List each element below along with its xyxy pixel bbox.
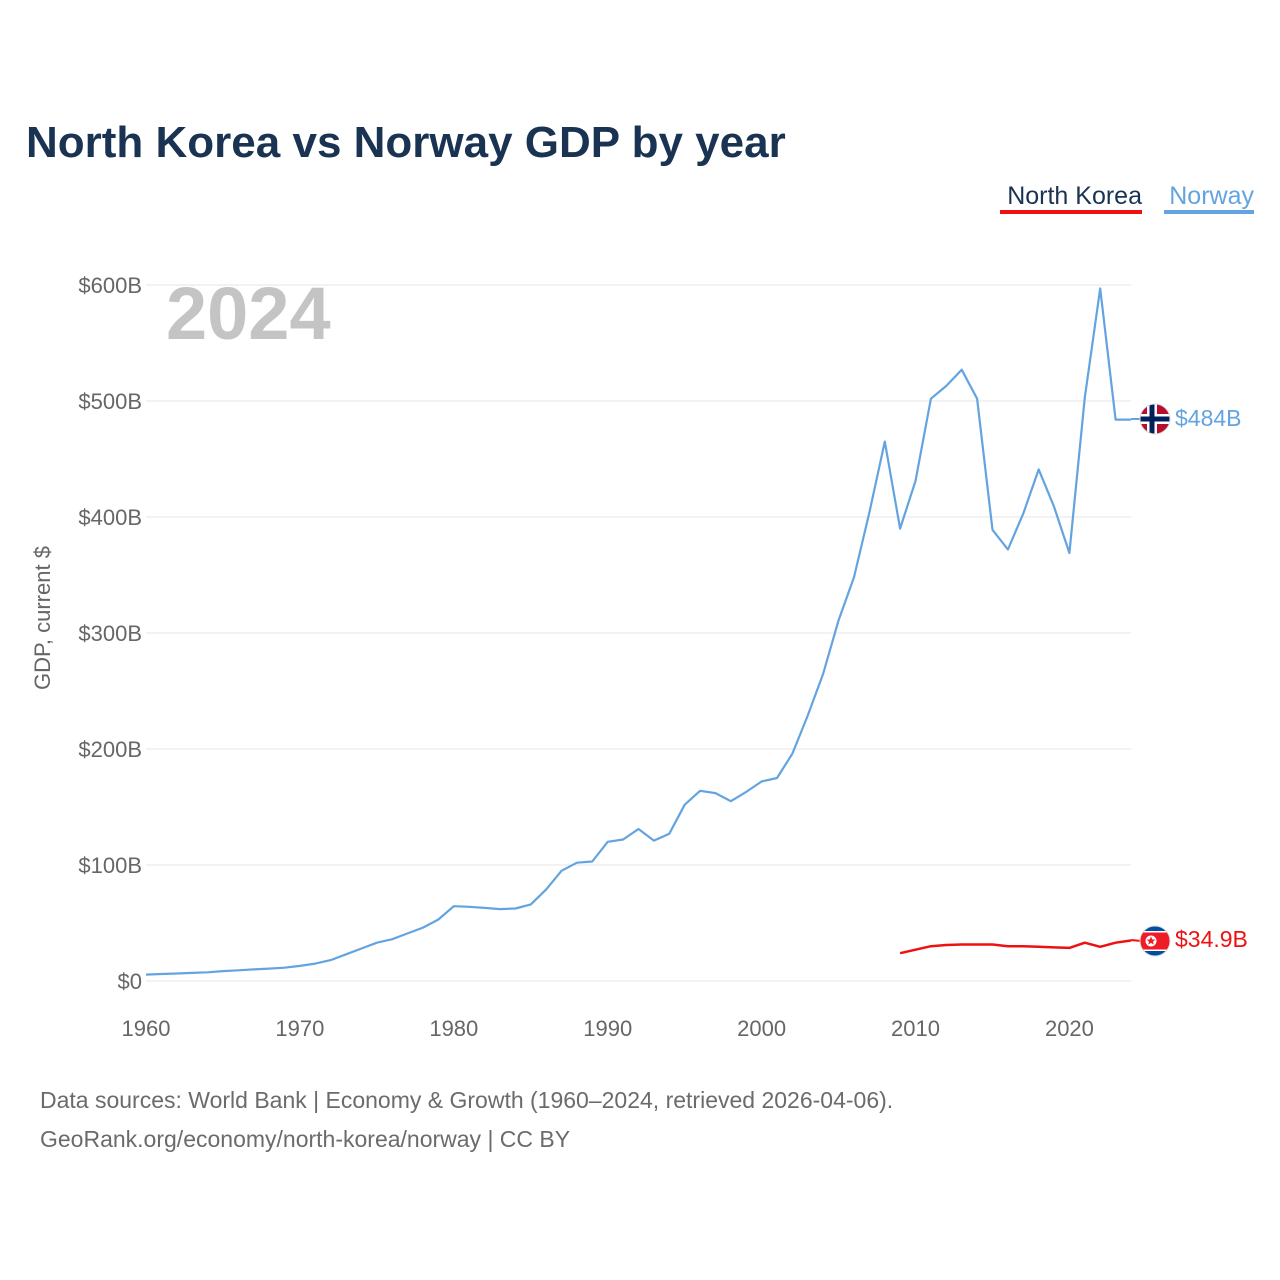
x-tick-label: 2010	[891, 1016, 940, 1041]
y-tick-label: $0	[118, 969, 142, 994]
series-line-norway	[145, 287, 1131, 976]
legend-item-norway[interactable]: Norway	[1164, 182, 1254, 214]
legend-label-norway[interactable]: Norway	[1169, 182, 1254, 210]
north-korea-flag-icon	[1140, 926, 1170, 956]
norway-end-label: $484B	[1175, 405, 1242, 431]
x-tick-label: 2000	[737, 1016, 786, 1041]
grid-lines	[146, 284, 1131, 982]
x-tick-label: 1990	[583, 1016, 632, 1041]
legend: North Korea Norway	[1000, 182, 1254, 214]
norway-end-marker: $484B	[1131, 403, 1242, 435]
y-axis-ticks: $0 $100B $200B $300B $400B $500B $600B	[78, 273, 142, 994]
year-watermark: 2024	[166, 272, 331, 355]
y-tick-label: $400B	[78, 505, 142, 530]
norway-flag-icon	[1140, 404, 1170, 434]
x-tick-label: 1980	[429, 1016, 478, 1041]
x-axis-ticks: 1960 1970 1980 1990 2000 2010 2020	[122, 1016, 1094, 1041]
x-tick-label: 1960	[122, 1016, 171, 1041]
y-tick-label: $500B	[78, 389, 142, 414]
north-korea-end-marker: $34.9B	[1130, 925, 1248, 957]
north-korea-end-label: $34.9B	[1175, 926, 1248, 952]
source-line-1: Data sources: World Bank | Economy & Gro…	[40, 1087, 893, 1113]
series-lines	[145, 287, 1132, 976]
chart-title: North Korea vs Norway GDP by year	[26, 118, 786, 167]
y-tick-label: $100B	[78, 853, 142, 878]
y-tick-label: $300B	[78, 621, 142, 646]
legend-label-north-korea[interactable]: North Korea	[1007, 182, 1142, 210]
x-tick-label: 1970	[275, 1016, 324, 1041]
legend-item-north-korea[interactable]: North Korea	[1000, 182, 1142, 214]
y-tick-label: $200B	[78, 737, 142, 762]
y-tick-label: $600B	[78, 273, 142, 298]
source-line-2[interactable]: GeoRank.org/economy/north-korea/norway |…	[40, 1126, 570, 1152]
north-korea-connector	[1130, 939, 1142, 942]
x-tick-label: 2020	[1045, 1016, 1094, 1041]
series-line-north-korea	[899, 939, 1132, 955]
y-axis-label: GDP, current $	[30, 546, 55, 690]
